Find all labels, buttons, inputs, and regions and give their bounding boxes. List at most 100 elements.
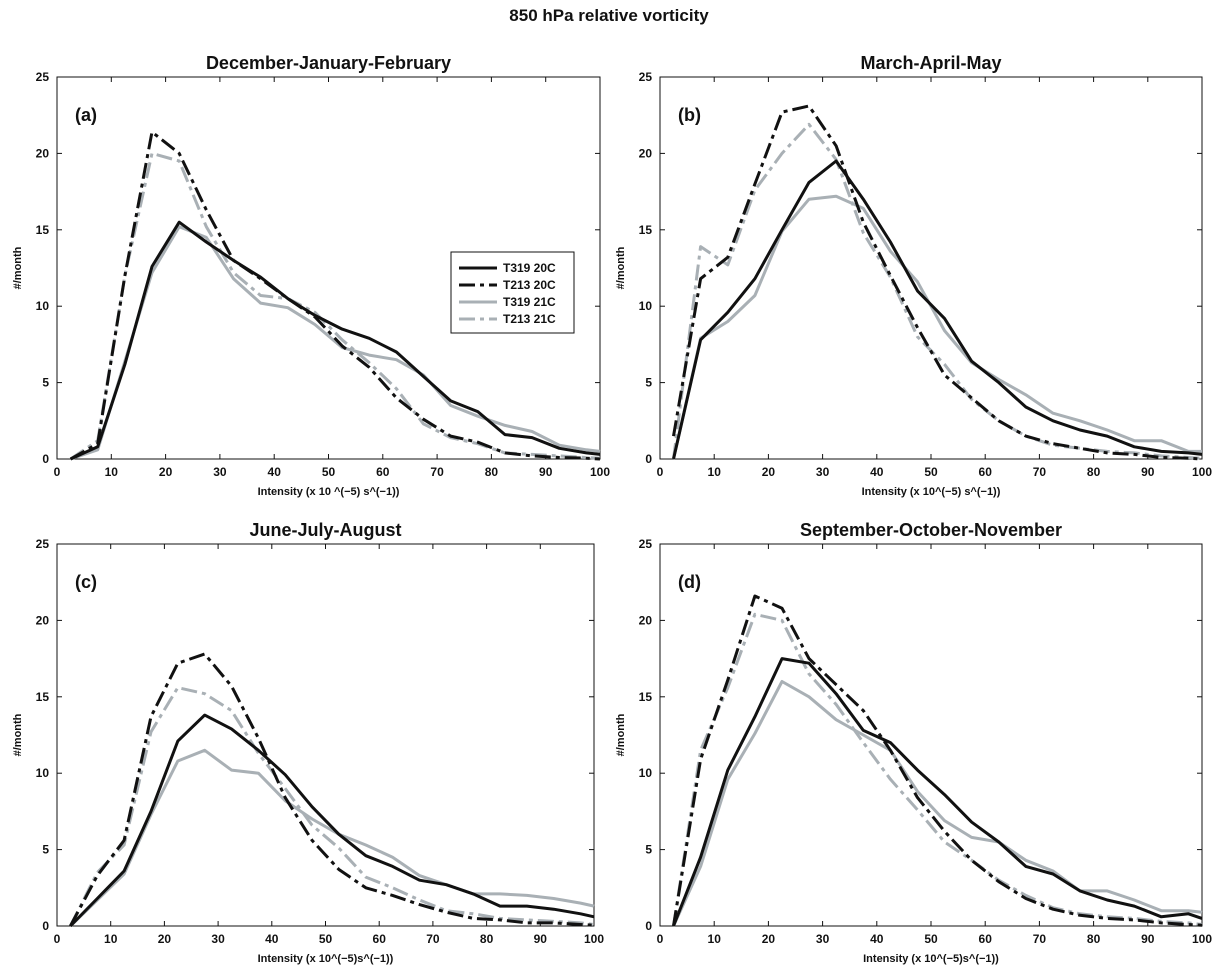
chart-panel-2: March-April-May(b)0 10 20 30 40 50 60 70 80 90 100… — [615, 53, 1212, 498]
x-axis-label: Intensity (x 10^(−5)s^(−1)) — [258, 953, 394, 965]
x-tick-label: 100 — [1192, 465, 1212, 479]
chart-panel-3: June-July-August(c)0 10 20 30 40 50 60 70 80 90 10… — [12, 520, 604, 965]
series-line-t213-21c — [69, 686, 595, 927]
x-tick-label: 0 — [54, 465, 61, 479]
x-tick-label: 100 — [590, 465, 610, 479]
chart-panel-4: September-October-November(d)0 10 20 30 40 50… — [615, 520, 1212, 965]
chart-panel-1: December-January-February(a)0 10 20 30 40 50 6… — [12, 53, 610, 498]
x-tick-label: 90 — [1141, 465, 1155, 479]
y-tick-label: 10 — [639, 766, 653, 780]
y-tick-label: 20 — [639, 613, 653, 627]
x-tick-label: 50 — [319, 932, 333, 946]
x-tick-label: 20 — [762, 932, 776, 946]
x-tick-label: 60 — [979, 932, 993, 946]
series-line-t319-21c — [672, 194, 1202, 460]
plot-frame — [56, 543, 595, 927]
x-tick-label: 10 — [104, 932, 118, 946]
x-axis-label: Intensity (x 10 ^(−5) s^(−1)) — [258, 486, 400, 498]
legend-entry: T319 20C — [503, 261, 556, 275]
x-tick-label: 40 — [870, 932, 884, 946]
panel-label: (d) — [678, 572, 701, 592]
x-tick-label: 70 — [426, 932, 440, 946]
x-tick-label: 70 — [430, 465, 444, 479]
series-line-t319-21c — [672, 680, 1203, 927]
series-line-t319-20c — [69, 220, 601, 461]
x-tick-label: 60 — [376, 465, 390, 479]
x-tick-label: 0 — [657, 932, 664, 946]
figure-title: 850 hPa relative vorticity — [509, 6, 709, 25]
panel-label: (a) — [75, 105, 97, 125]
series-line-t213-21c — [672, 612, 1203, 927]
plot-frame — [659, 76, 1203, 460]
x-tick-label: 0 — [657, 465, 664, 479]
y-tick-label: 0 — [42, 452, 49, 466]
y-tick-label: 25 — [639, 537, 653, 551]
y-tick-label: 25 — [639, 70, 653, 84]
y-tick-label: 20 — [36, 146, 50, 160]
x-tick-label: 80 — [1087, 932, 1101, 946]
x-tick-label: 10 — [708, 465, 722, 479]
x-tick-label: 90 — [534, 932, 548, 946]
x-tick-label: 100 — [584, 932, 604, 946]
legend-entry: T319 21C — [503, 295, 556, 309]
x-tick-label: 50 — [322, 465, 336, 479]
series-line-t319-20c — [69, 713, 595, 928]
series-line-t213-20c — [69, 130, 601, 461]
plot-frame — [659, 543, 1203, 927]
x-tick-label: 50 — [924, 932, 938, 946]
x-tick-label: 40 — [268, 465, 282, 479]
y-tick-label: 5 — [645, 843, 652, 857]
y-tick-label: 0 — [645, 452, 652, 466]
y-tick-label: 5 — [42, 376, 49, 390]
chart-title: June-July-August — [249, 520, 401, 540]
x-tick-label: 0 — [54, 932, 61, 946]
y-tick-label: 5 — [645, 376, 652, 390]
y-tick-label: 15 — [36, 690, 50, 704]
x-tick-label: 40 — [870, 465, 884, 479]
x-tick-label: 70 — [1033, 932, 1047, 946]
x-tick-label: 90 — [1141, 932, 1155, 946]
y-tick-label: 25 — [36, 537, 50, 551]
series-line-t213-20c — [672, 594, 1203, 927]
x-axis-label: Intensity (x 10^(−5) s^(−1)) — [862, 486, 1001, 498]
chart-title: December-January-February — [206, 53, 451, 73]
y-tick-label: 10 — [36, 766, 50, 780]
x-tick-label: 80 — [1087, 465, 1101, 479]
y-axis-label: #/month — [12, 713, 24, 756]
series-line-t213-21c — [69, 151, 601, 461]
panel-label: (b) — [678, 105, 701, 125]
y-tick-label: 10 — [36, 299, 50, 313]
x-tick-label: 60 — [979, 465, 993, 479]
x-tick-label: 50 — [924, 465, 938, 479]
x-tick-label: 30 — [816, 932, 830, 946]
series-line-t213-20c — [69, 652, 595, 927]
x-tick-label: 90 — [539, 465, 553, 479]
y-tick-label: 15 — [639, 690, 653, 704]
x-tick-label: 20 — [158, 932, 172, 946]
x-tick-label: 20 — [159, 465, 173, 479]
x-tick-label: 100 — [1192, 932, 1212, 946]
x-tick-label: 30 — [816, 465, 830, 479]
y-axis-label: #/month — [12, 246, 24, 289]
y-tick-label: 0 — [645, 919, 652, 933]
chart-title: March-April-May — [860, 53, 1001, 73]
y-tick-label: 15 — [639, 223, 653, 237]
x-axis-label: Intensity (x 10^(−5)s^(−1)) — [863, 953, 999, 965]
y-axis-label: #/month — [615, 713, 627, 756]
y-tick-label: 5 — [42, 843, 49, 857]
x-tick-label: 10 — [708, 932, 722, 946]
legend-entry: T213 21C — [503, 312, 556, 326]
series-line-t213-21c — [672, 122, 1203, 460]
y-axis-label: #/month — [615, 246, 627, 289]
x-tick-label: 80 — [485, 465, 499, 479]
series-line-t319-20c — [672, 159, 1203, 460]
x-tick-label: 60 — [373, 932, 387, 946]
y-tick-label: 20 — [36, 613, 50, 627]
x-tick-label: 40 — [265, 932, 279, 946]
panel-label: (c) — [75, 572, 97, 592]
series-line-t319-20c — [672, 657, 1203, 927]
series-line-t213-20c — [672, 104, 1203, 461]
x-tick-label: 10 — [105, 465, 119, 479]
series-line-t319-21c — [69, 748, 595, 928]
